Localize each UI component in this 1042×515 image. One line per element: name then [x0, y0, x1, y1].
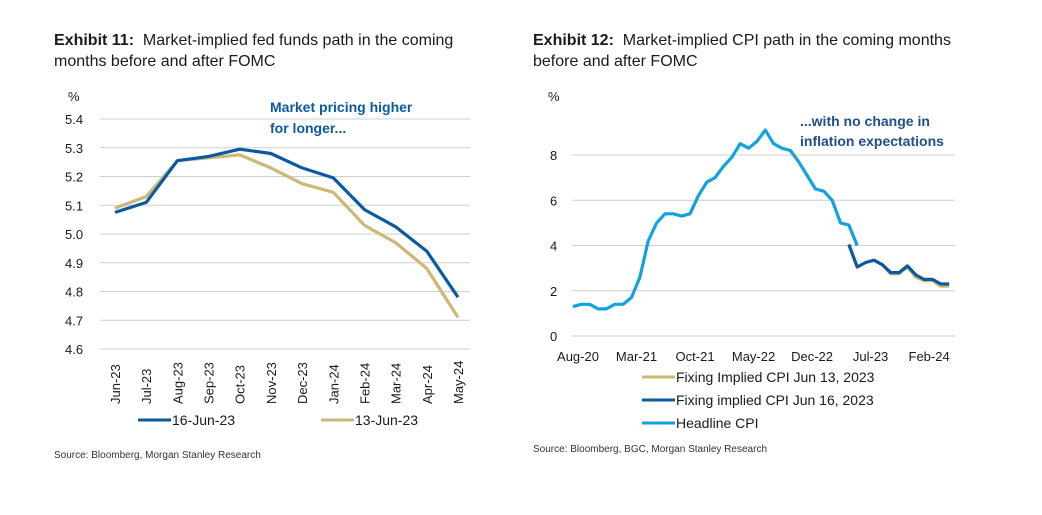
x-tick-label: Mar-21 — [616, 349, 657, 364]
annotation-line1: ...with no change in — [800, 113, 930, 129]
y-tick-label: 5.0 — [65, 227, 83, 242]
x-tick-label: Jul-23 — [139, 369, 154, 404]
y-tick-label: 5.1 — [65, 198, 83, 213]
exhibit-11-source: Source: Bloomberg, Morgan Stanley Resear… — [54, 450, 261, 461]
series-line-16-Jun-23 — [114, 147, 460, 299]
series-line-fixing-implied-cpi-jun-16-2023 — [847, 243, 950, 286]
x-tick-label: May-24 — [451, 361, 466, 404]
x-tick-label: Jun-23 — [108, 364, 123, 404]
exhibit-12-source: Source: Bloomberg, BGC, Morgan Stanley R… — [533, 444, 767, 455]
annotation-line2: inflation expectations — [800, 133, 944, 149]
x-tick-label: Sep-23 — [202, 362, 217, 404]
x-tick-label: Mar-24 — [389, 363, 404, 404]
x-tick-label: Dec-22 — [791, 349, 833, 364]
x-tick-label: Aug-20 — [557, 349, 599, 364]
y-tick-label: 4.8 — [65, 285, 83, 300]
x-tick-label: Dec-23 — [295, 362, 310, 404]
x-tick-label: Jul-23 — [853, 349, 888, 364]
y-tick-label: 4 — [550, 239, 557, 254]
exhibit-11-title-line1: Market-implied fed funds path in the com… — [142, 32, 454, 49]
y-tick-label: 5.3 — [65, 141, 83, 156]
x-tick-label: Oct-23 — [233, 365, 248, 404]
exhibit-12-title-line1: Market-implied CPI path in the coming mo… — [622, 32, 951, 49]
annotation-line2: for longer... — [270, 120, 346, 136]
exhibit-11-title-line2: months before and after FOMC — [54, 53, 276, 70]
legend-label-13-jun-23: 13-Jun-23 — [355, 412, 418, 428]
y-tick-label: 5.4 — [65, 112, 83, 127]
legend-label: Fixing Implied CPI Jun 13, 2023 — [676, 369, 875, 385]
y-tick-label: 5.2 — [65, 170, 83, 185]
x-tick-label: May-22 — [732, 349, 775, 364]
x-tick-label: Aug-23 — [170, 362, 185, 404]
series-line-headline-cpi — [572, 128, 859, 311]
exhibit-11-label: Exhibit 11: — [54, 32, 135, 49]
legend-label: Headline CPI — [676, 415, 759, 431]
y-tick-label: 6 — [550, 193, 557, 208]
y-tick-label: 8 — [550, 148, 557, 163]
annotation-line1: Market pricing higher — [270, 99, 413, 115]
exhibit-12-label: Exhibit 12: — [533, 32, 614, 49]
x-tick-label: Nov-23 — [264, 362, 279, 404]
legend-label-16-jun-23: 16-Jun-23 — [172, 412, 235, 428]
y-tick-label: 4.6 — [65, 342, 83, 357]
x-tick-label: Apr-24 — [420, 365, 435, 404]
y-axis-unit-label: % — [68, 89, 80, 104]
x-tick-label: Oct-21 — [676, 349, 715, 364]
y-tick-label: 4.9 — [65, 256, 83, 271]
exhibit-12-title: Exhibit 12: Market-implied CPI path in t… — [533, 30, 951, 72]
exhibit-11-title: Exhibit 11: Market-implied fed funds pat… — [54, 30, 453, 72]
x-tick-label: Jan-24 — [326, 364, 341, 404]
y-tick-label: 4.7 — [65, 313, 83, 328]
y-tick-label: 2 — [550, 284, 557, 299]
legend-label: Fixing implied CPI Jun 16, 2023 — [676, 392, 874, 408]
x-tick-label: Feb-24 — [909, 349, 950, 364]
y-axis-unit-label: % — [548, 89, 560, 104]
x-tick-label: Feb-24 — [357, 363, 372, 404]
exhibit-12-title-line2: before and after FOMC — [533, 53, 698, 70]
y-tick-label: 0 — [550, 329, 557, 344]
